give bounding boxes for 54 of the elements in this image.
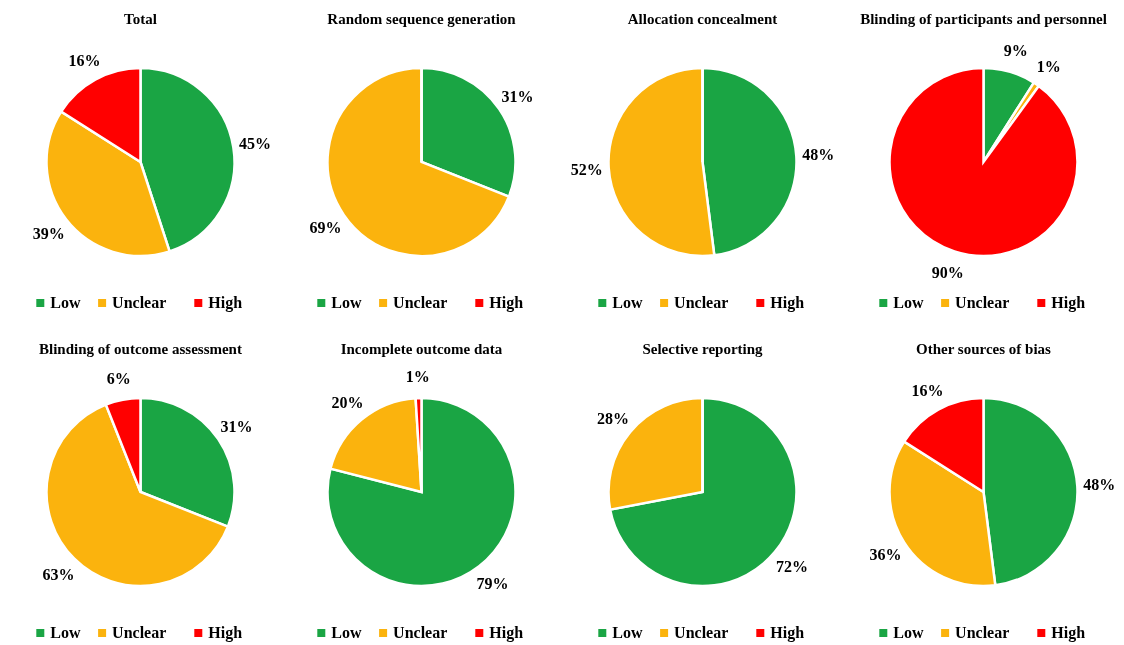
data-label: 31% [220, 418, 253, 436]
legend-label: Unclear [112, 294, 167, 311]
legend-label: Low [50, 624, 81, 641]
data-label: 16% [68, 51, 101, 69]
data-label: 69% [309, 218, 342, 236]
legend-label: High [770, 294, 805, 312]
data-label: 90% [931, 263, 964, 281]
legend-label: Low [331, 624, 362, 641]
legend-label: Low [612, 624, 643, 641]
legend-label: Low [893, 294, 924, 311]
legend-label: High [489, 294, 524, 312]
chart-title: Other sources of bias [916, 341, 1052, 357]
legend-label: High [489, 624, 524, 642]
legend-label: Unclear [112, 624, 167, 641]
legend-label: Low [893, 624, 924, 641]
data-label: 72% [775, 557, 808, 575]
chart-title: Total [124, 11, 157, 27]
legend-label: Low [612, 294, 643, 311]
data-label: 48% [802, 146, 835, 164]
legend-label: Unclear [674, 624, 729, 641]
data-label: 31% [501, 88, 534, 106]
data-label: 1% [405, 367, 430, 385]
legend-label: Unclear [955, 624, 1010, 641]
data-label: 36% [869, 545, 902, 563]
chart-title: Selective reporting [642, 341, 764, 357]
chart-title: Blinding of participants and personnel [860, 11, 1107, 27]
data-label: 52% [570, 160, 603, 178]
legend-label: Low [50, 294, 81, 311]
data-label: 79% [476, 575, 509, 593]
legend-label: Unclear [393, 624, 448, 641]
legend-label: Low [331, 294, 362, 311]
data-label: 9% [1003, 42, 1028, 60]
legend-label: Unclear [674, 294, 729, 311]
legend-label: High [770, 624, 805, 642]
data-label: 63% [42, 565, 75, 583]
chart-title: Allocation concealment [627, 11, 778, 27]
data-label: 1% [1036, 57, 1061, 75]
data-label: 28% [597, 409, 630, 427]
legend-label: Unclear [393, 294, 448, 311]
chart-title: Random sequence generation [327, 11, 517, 27]
legend-label: High [1051, 294, 1086, 312]
data-label: 20% [331, 394, 364, 412]
chart-title: Blinding of outcome assessment [39, 341, 242, 357]
data-label: 48% [1083, 476, 1116, 494]
data-label: 39% [32, 224, 65, 242]
data-label: 6% [106, 369, 131, 387]
legend-label: Unclear [955, 294, 1010, 311]
legend-label: High [208, 624, 243, 642]
legend-label: High [208, 294, 243, 312]
legend-label: High [1051, 624, 1086, 642]
data-label: 16% [911, 381, 944, 399]
pie-slice [326, 396, 517, 588]
data-label: 45% [239, 135, 272, 153]
chart-title: Incomplete outcome data [340, 341, 503, 357]
